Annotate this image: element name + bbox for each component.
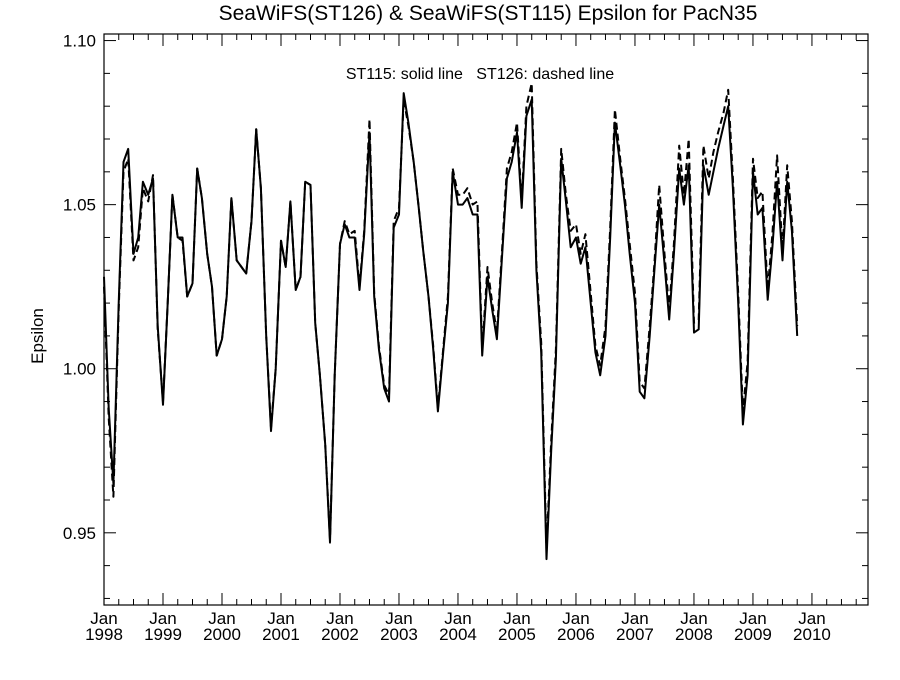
x-tick-year-label: 2002 [321,625,359,644]
axis-ticks: 0.951.001.051.10Jan1998Jan1999Jan2000Jan… [63,32,868,644]
y-tick-label: 0.95 [63,524,96,543]
x-tick-month-label: Jan [562,609,589,628]
x-tick-month-label: Jan [798,609,825,628]
y-axis-label: Epsilon [28,308,47,364]
series-layer [103,82,799,561]
x-tick-year-label: 2003 [380,625,418,644]
x-tick-month-label: Jan [385,609,412,628]
y-tick-label: 1.00 [63,360,96,379]
x-tick-year-label: 1998 [85,625,123,644]
y-tick-label: 1.05 [63,196,96,215]
x-tick-month-label: Jan [267,609,294,628]
y-tick-label: 1.10 [63,32,96,51]
series-line-dashed [103,82,799,551]
x-tick-year-label: 2004 [439,625,477,644]
x-tick-year-label: 2000 [203,625,241,644]
x-tick-year-label: 2006 [557,625,595,644]
x-tick-year-label: 2005 [498,625,536,644]
x-tick-month-label: Jan [444,609,471,628]
x-tick-month-label: Jan [90,609,117,628]
x-tick-year-label: 2008 [675,625,713,644]
x-tick-month-label: Jan [739,609,766,628]
x-tick-year-label: 1999 [144,625,182,644]
x-tick-year-label: 2007 [616,625,654,644]
x-tick-month-label: Jan [503,609,530,628]
series-line-solid [103,92,799,561]
x-tick-year-label: 2001 [262,625,300,644]
x-tick-month-label: Jan [680,609,707,628]
legend-text: ST115: solid line ST126: dashed line [346,66,614,83]
x-tick-year-label: 2009 [734,625,772,644]
x-tick-month-label: Jan [326,609,353,628]
plot-frame [103,33,869,606]
x-tick-month-label: Jan [621,609,648,628]
chart-title: SeaWiFS(ST126) & SeaWiFS(ST115) Epsilon … [219,2,758,25]
x-tick-year-label: 2010 [793,625,831,644]
x-tick-month-label: Jan [149,609,176,628]
x-tick-month-label: Jan [208,609,235,628]
